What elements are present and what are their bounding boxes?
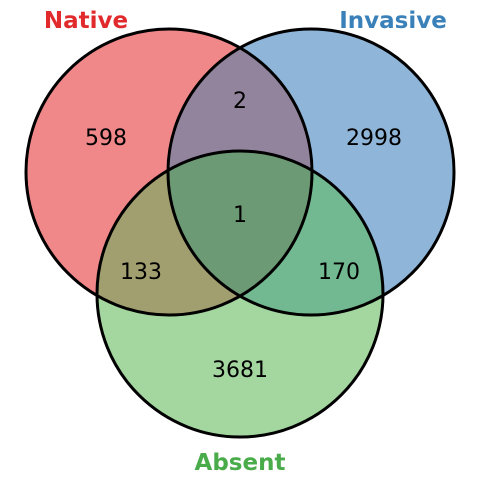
- count-native-only: 598: [85, 126, 127, 151]
- set-label-native: Native: [44, 8, 128, 34]
- count-native-invasive: 2: [233, 89, 247, 114]
- absent-circle-outline: [95, 149, 385, 439]
- set-label-absent: Absent: [195, 450, 286, 476]
- count-invasive-absent: 170: [318, 260, 360, 285]
- set-label-invasive: Invasive: [339, 8, 447, 34]
- count-all-three: 1: [233, 203, 247, 228]
- count-absent-only: 3681: [212, 358, 268, 383]
- count-native-absent: 133: [120, 260, 162, 285]
- count-invasive-only: 2998: [346, 126, 402, 151]
